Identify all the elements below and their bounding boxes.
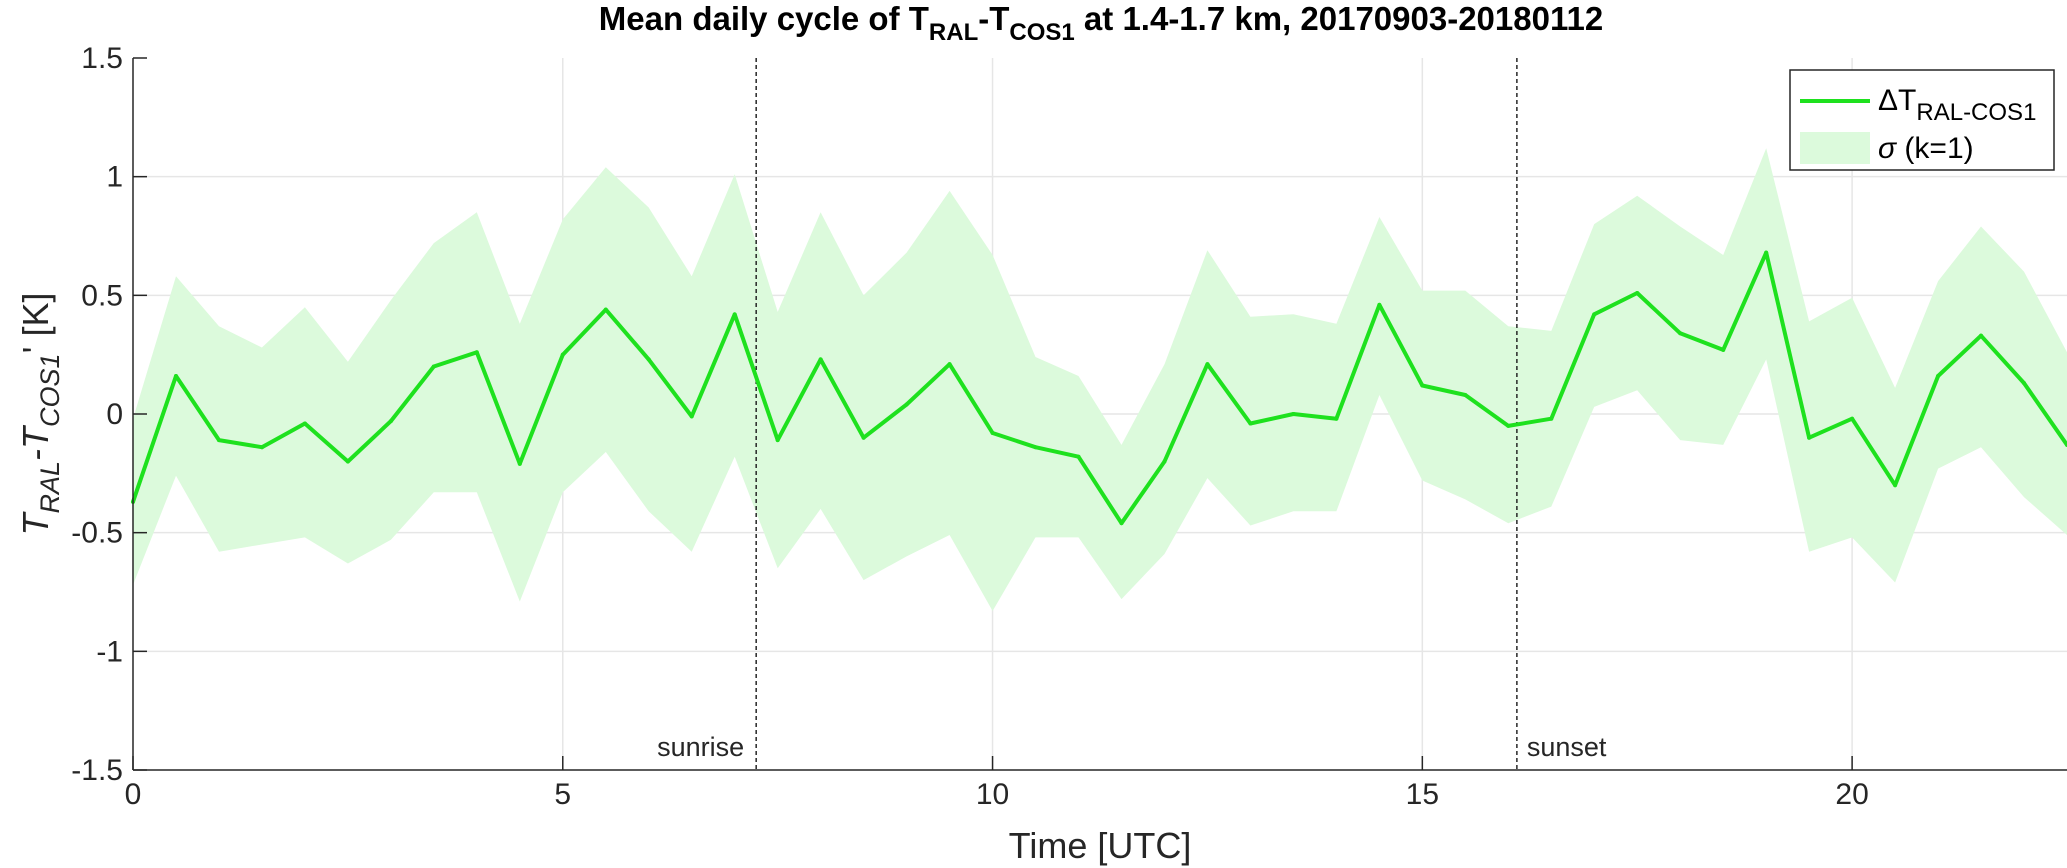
data-point-7 [431,364,436,369]
y-tick-label-1: -1 [96,635,123,668]
data-point-15 [775,438,780,443]
data-point-28 [1334,416,1339,421]
data-point-1 [173,374,178,379]
legend-box [1789,69,2055,171]
data-point-12 [646,357,651,362]
data-point-41 [1893,483,1898,488]
data-point-9 [517,461,522,466]
y-tick-label-0: -1.5 [71,754,123,787]
data-point-38 [1764,250,1769,255]
data-point-4 [302,421,307,426]
data-point-8 [474,350,479,355]
y-tick-label-6: 1.5 [81,42,123,75]
x-tick-labels: 0 5 10 15 20 [125,778,1869,811]
data-point-39 [1807,435,1812,440]
data-point-33 [1549,416,1554,421]
data-point-43 [1979,333,1984,338]
data-point-10 [560,352,565,357]
data-point-19 [947,362,952,367]
series-line [131,250,2067,526]
data-point-27 [1291,412,1296,416]
legend-label-delta: ΔTRAL-COS1 [1878,84,2036,126]
x-axis-label: Time [UTC] [1009,825,1192,866]
y-tick-label-2: -0.5 [71,517,123,550]
data-point-23 [1119,521,1124,526]
data-point-20 [990,430,995,435]
x-tick-label-3: 15 [1406,778,1439,811]
vline-label-sunset: sunset [1527,732,1607,762]
data-point-22 [1076,454,1081,459]
y-axis-label: TRAL-TCOS1' [K] [15,293,65,536]
data-point-18 [904,402,909,407]
data-point-30 [1420,383,1425,388]
y-tick-label-4: 0.5 [81,279,123,312]
legend-label-sigma: σ (k=1) [1878,132,1974,165]
y-tick-label-5: 1 [106,161,123,194]
x-tick-label-1: 5 [554,778,571,811]
data-point-32 [1506,423,1511,428]
data-point-36 [1678,331,1683,336]
data-point-31 [1463,393,1468,398]
data-point-29 [1377,302,1382,307]
data-point-44 [2022,381,2027,386]
marker-lines: sunrise sunset [657,58,1607,770]
data-point-3 [259,445,264,450]
data-point-40 [1850,416,1855,421]
data-point-13 [689,414,694,419]
data-point-21 [1033,445,1038,450]
data-point-42 [1936,374,1941,379]
x-tick-label-2: 10 [976,778,1009,811]
legend: ΔTRAL-COS1 σ (k=1) [1789,69,2055,171]
data-point-16 [818,357,823,362]
y-tick-labels: -1.5 -1 -0.5 0 0.5 1 1.5 [71,42,123,787]
data-point-5 [345,459,350,464]
x-tick-label-4: 20 [1835,778,1868,811]
vline-label-sunrise: sunrise [657,732,744,762]
y-tick-label-3: 0 [106,398,123,431]
data-point-34 [1592,312,1597,317]
data-point-17 [861,435,866,440]
data-point-37 [1721,347,1726,352]
data-point-24 [1162,459,1167,464]
legend-band-swatch [1800,132,1870,164]
sigma-band [133,148,2067,611]
data-point-26 [1248,421,1253,426]
data-point-35 [1635,290,1640,295]
data-point-2 [216,438,221,443]
data-point-25 [1205,362,1210,367]
x-tick-label-0: 0 [125,778,142,811]
data-point-6 [388,419,393,424]
data-point-11 [603,307,608,312]
chart-title: Mean daily cycle of TRAL-TCOS1 at 1.4-1.… [599,0,1603,46]
data-point-14 [732,312,737,317]
axes [132,57,2067,771]
